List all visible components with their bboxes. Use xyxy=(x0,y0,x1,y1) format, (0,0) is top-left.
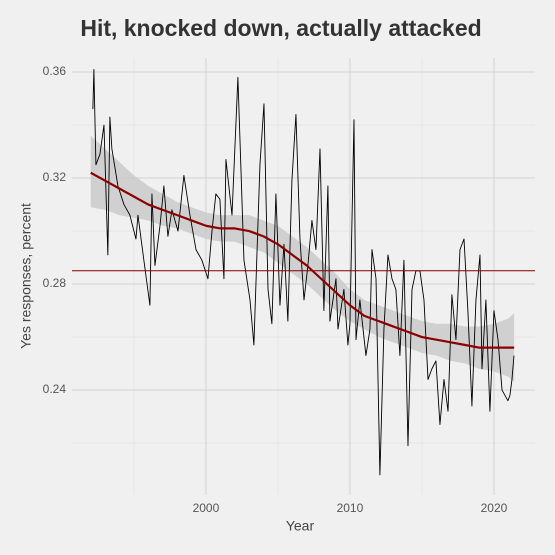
confidence-band xyxy=(90,135,515,383)
x-axis-label: Year xyxy=(286,518,315,534)
chart-title: Hit, knocked down, actually attacked xyxy=(80,15,481,41)
y-tick-label: 0.28 xyxy=(43,276,67,290)
x-tick-label: 2010 xyxy=(337,501,364,515)
y-tick-label: 0.24 xyxy=(43,382,67,396)
x-tick-label: 2000 xyxy=(193,501,220,515)
y-tick-label: 0.32 xyxy=(43,170,67,184)
smooth-line xyxy=(90,171,515,349)
y-axis-label: Yes responses, percent xyxy=(18,203,34,349)
data-line xyxy=(92,68,515,476)
x-tick-label: 2020 xyxy=(481,501,508,515)
y-tick-label: 0.36 xyxy=(43,64,67,78)
